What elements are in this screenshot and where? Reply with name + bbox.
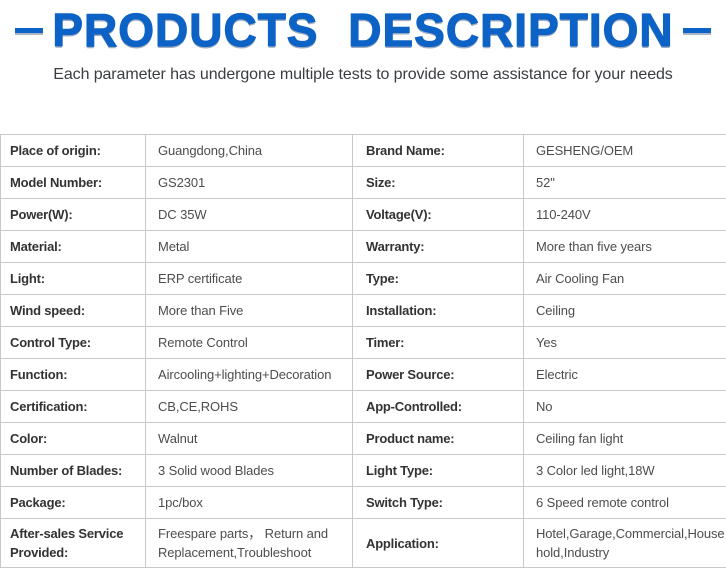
spec-value: GS2301 — [145, 166, 353, 200]
page-title: PRODUCTS DESCRIPTION — [52, 4, 674, 56]
spec-value: Remote Control — [145, 326, 353, 360]
spec-label: Light: — [0, 262, 146, 296]
spec-label: Installation: — [352, 294, 524, 328]
spec-label: Voltage(V): — [352, 198, 524, 232]
spec-label: Product name: — [352, 422, 524, 456]
spec-value: 1pc/box — [145, 486, 353, 520]
spec-label: Place of origin: — [0, 134, 146, 168]
spec-value: CB,CE,ROHS — [145, 390, 353, 424]
spec-value: Electric — [523, 358, 726, 392]
spec-label: Light Type: — [352, 454, 524, 488]
table-row: Material: Metal Warranty: More than five… — [0, 230, 726, 264]
section-header: PRODUCTS DESCRIPTION Each parameter has … — [0, 0, 726, 85]
spec-value: Hotel,Garage,Commercial,Household,Indust… — [523, 518, 726, 569]
spec-value: Walnut — [145, 422, 353, 456]
spec-label: After-sales Service Provided: — [0, 518, 146, 569]
spec-value: More than five years — [523, 230, 726, 264]
spec-value: Freespare parts， Return and Replacement,… — [145, 518, 353, 569]
spec-value: Ceiling fan light — [523, 422, 726, 456]
table-row: Package: 1pc/box Switch Type: 6 Speed re… — [0, 486, 726, 520]
title-dash-right-icon — [682, 28, 711, 34]
page-subtitle: Each parameter has undergone multiple te… — [53, 65, 673, 83]
spec-label: Wind speed: — [0, 294, 146, 328]
table-row: Certification: CB,CE,ROHS App-Controlled… — [0, 390, 726, 424]
spec-value: Metal — [145, 230, 353, 264]
spec-label: Warranty: — [352, 230, 524, 264]
table-row: Model Number: GS2301 Size: 52" — [0, 166, 726, 200]
spec-value: Ceiling — [523, 294, 726, 328]
spec-label: Brand Name: — [352, 134, 524, 168]
spec-label: Power Source: — [352, 358, 524, 392]
spec-label: Size: — [352, 166, 524, 200]
table-row: Wind speed: More than Five Installation:… — [0, 294, 726, 328]
spec-value: Guangdong,China — [145, 134, 353, 168]
spec-value: No — [523, 390, 726, 424]
spec-value: ERP certificate — [145, 262, 353, 296]
table-row: Place of origin: Guangdong,China Brand N… — [0, 134, 726, 168]
table-row: Control Type: Remote Control Timer: Yes — [0, 326, 726, 360]
spec-value: 3 Color led light,18W — [523, 454, 726, 488]
spec-value: 6 Speed remote control — [523, 486, 726, 520]
table-row: Color: Walnut Product name: Ceiling fan … — [0, 422, 726, 456]
spec-value: Air Cooling Fan — [523, 262, 726, 296]
spec-label: Number of Blades: — [0, 454, 146, 488]
spec-label: Application: — [352, 518, 524, 569]
spec-label: App-Controlled: — [352, 390, 524, 424]
spec-label: Package: — [0, 486, 146, 520]
table-row: Power(W): DC 35W Voltage(V): 110-240V — [0, 198, 726, 232]
spec-label: Model Number: — [0, 166, 146, 200]
spec-label: Type: — [352, 262, 524, 296]
spec-label: Color: — [0, 422, 146, 456]
spec-value: Yes — [523, 326, 726, 360]
spec-label: Power(W): — [0, 198, 146, 232]
spec-label: Function: — [0, 358, 146, 392]
title-row: PRODUCTS DESCRIPTION — [0, 4, 726, 56]
spec-value: Aircooling+lighting+Decoration — [145, 358, 353, 392]
spec-label: Switch Type: — [352, 486, 524, 520]
spec-value: 52" — [523, 166, 726, 200]
title-dash-left-icon — [15, 28, 44, 34]
spec-value: 110-240V — [523, 198, 726, 232]
spec-label: Control Type: — [0, 326, 146, 360]
table-row: Number of Blades: 3 Solid wood Blades Li… — [0, 454, 726, 488]
product-specs-table: Place of origin: Guangdong,China Brand N… — [0, 134, 726, 569]
spec-value: GESHENG/OEM — [523, 134, 726, 168]
table-row: Light: ERP certificate Type: Air Cooling… — [0, 262, 726, 296]
spec-value: More than Five — [145, 294, 353, 328]
spec-value: DC 35W — [145, 198, 353, 232]
table-row: Function: Aircooling+lighting+Decoration… — [0, 358, 726, 392]
spec-value: 3 Solid wood Blades — [145, 454, 353, 488]
table-row: After-sales Service Provided: Freespare … — [0, 518, 726, 569]
spec-label: Timer: — [352, 326, 524, 360]
spec-label: Material: — [0, 230, 146, 264]
spec-label: Certification: — [0, 390, 146, 424]
